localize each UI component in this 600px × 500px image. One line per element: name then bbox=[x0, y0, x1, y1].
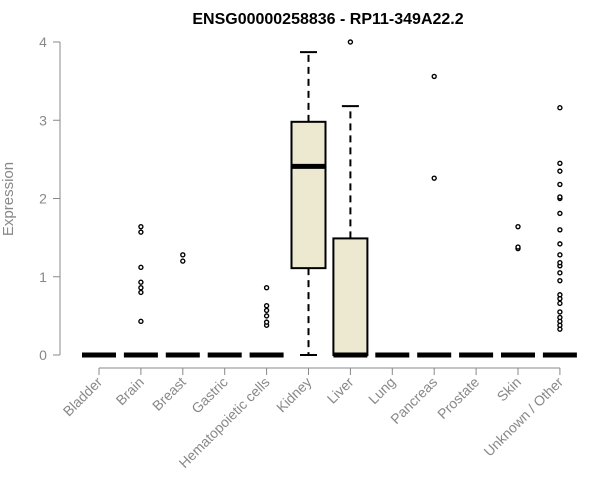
y-tick-label: 1 bbox=[39, 269, 47, 285]
outlier-point bbox=[263, 303, 270, 309]
outlier-point bbox=[431, 175, 437, 181]
box-group bbox=[165, 252, 200, 358]
outlier-point bbox=[138, 289, 144, 296]
outlier-point bbox=[557, 309, 563, 315]
x-tick-label: Liver bbox=[324, 374, 357, 407]
x-tick-label: Pancreas bbox=[387, 374, 440, 427]
y-tick-label: 0 bbox=[39, 347, 47, 363]
x-tick-label: Breast bbox=[149, 374, 189, 414]
y-tick-label: 3 bbox=[39, 112, 47, 128]
y-tick-label: 4 bbox=[39, 34, 47, 50]
outlier-point bbox=[180, 252, 186, 258]
outlier-point bbox=[138, 264, 144, 271]
outlier-point bbox=[347, 39, 354, 45]
box-body bbox=[290, 120, 327, 270]
outlier-point bbox=[515, 244, 521, 250]
outlier-point bbox=[557, 292, 563, 298]
outlier-point bbox=[263, 285, 270, 291]
y-axis: 0 1 2 3 4 bbox=[39, 34, 61, 363]
outlier-point bbox=[138, 229, 144, 235]
x-tick-label: Skin bbox=[494, 374, 525, 405]
outlier-point bbox=[515, 223, 521, 230]
outlier-point bbox=[557, 314, 563, 321]
y-axis-label: Expression bbox=[0, 162, 17, 236]
x-tick-label: Lung bbox=[365, 374, 398, 407]
x-tick-label: Bladder bbox=[60, 374, 106, 420]
outlier-point bbox=[557, 210, 563, 217]
y-tick-label: 2 bbox=[39, 191, 47, 207]
outlier-point bbox=[557, 259, 563, 266]
outlier-point bbox=[557, 227, 563, 233]
x-tick-label: Brain bbox=[113, 374, 147, 408]
boxes-layer bbox=[82, 39, 577, 358]
outlier-point bbox=[557, 252, 563, 258]
outlier-point bbox=[138, 223, 144, 230]
box-body bbox=[332, 237, 369, 356]
outlier-point bbox=[138, 285, 144, 291]
outlier-point bbox=[138, 279, 144, 285]
outlier-point bbox=[557, 105, 563, 111]
box-group bbox=[501, 223, 535, 358]
outlier-point bbox=[263, 313, 270, 319]
outlier-point bbox=[263, 307, 270, 314]
chart-title: ENSG00000258836 - RP11-349A22.2 bbox=[192, 11, 463, 28]
outlier-point bbox=[138, 318, 144, 325]
outlier-point bbox=[557, 277, 563, 284]
box-group bbox=[290, 51, 327, 356]
box-group bbox=[417, 73, 452, 358]
box-group bbox=[332, 39, 369, 358]
box-group bbox=[249, 285, 284, 358]
outlier-point bbox=[557, 181, 563, 188]
outlier-point bbox=[557, 270, 563, 276]
x-tick-label: Prostate bbox=[434, 374, 482, 422]
outlier-point bbox=[557, 300, 563, 307]
outlier-point bbox=[263, 319, 270, 325]
outlier-point bbox=[557, 241, 563, 247]
x-tick-label: Unknown / Other bbox=[480, 374, 566, 460]
x-tick-label: Kidney bbox=[273, 374, 315, 416]
outlier-point bbox=[431, 73, 437, 80]
box-group bbox=[123, 223, 158, 358]
outlier-point bbox=[557, 194, 563, 200]
box-group bbox=[542, 105, 577, 358]
outlier-point bbox=[180, 258, 186, 264]
outlier-point bbox=[557, 160, 563, 166]
outlier-point bbox=[557, 168, 563, 174]
